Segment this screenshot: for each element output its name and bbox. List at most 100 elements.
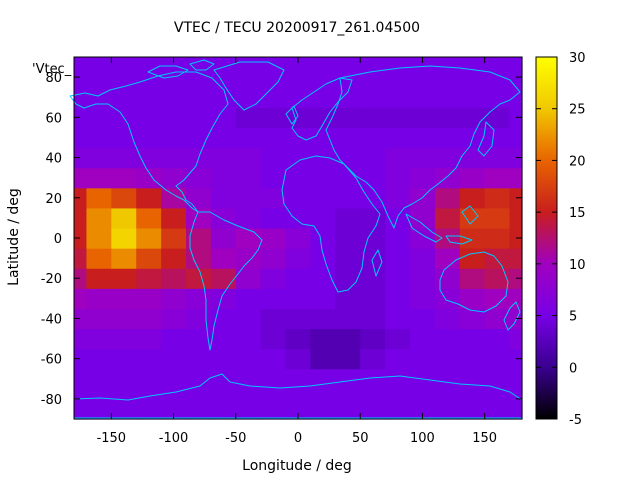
- heatmap-cell: [186, 207, 212, 229]
- heatmap-cell: [86, 167, 112, 189]
- heatmap-cell: [459, 308, 486, 330]
- heatmap-cell: [285, 107, 312, 128]
- heatmap-cell: [161, 388, 187, 410]
- heatmap-cell: [459, 368, 486, 390]
- heatmap-cell: [410, 348, 436, 370]
- heatmap-cell: [360, 348, 386, 370]
- heatmap-cell: [434, 408, 461, 420]
- heatmap-cell: [335, 107, 361, 128]
- heatmap-cell: [285, 248, 312, 269]
- heatmap-cell: [210, 187, 237, 209]
- heatmap-cell: [385, 87, 411, 108]
- heatmap-cell: [434, 167, 461, 189]
- heatmap-cell: [434, 328, 461, 350]
- heatmap-cell: [434, 187, 461, 209]
- heatmap-cell: [459, 408, 486, 420]
- heatmap-cell: [260, 328, 287, 350]
- heatmap-cell: [260, 288, 287, 309]
- heatmap-cell: [186, 408, 212, 420]
- heatmap-cell: [210, 348, 237, 370]
- heatmap-cell: [136, 308, 162, 330]
- heatmap-cell: [161, 348, 187, 370]
- coastline-antarctica: [73, 373, 523, 419]
- heatmap-cell: [410, 127, 436, 149]
- heatmap-cell: [310, 187, 336, 209]
- heatmap-cell: [111, 227, 137, 249]
- heatmap-cell: [459, 348, 486, 370]
- heatmap-cell: [310, 127, 336, 149]
- heatmap-cell: [285, 127, 312, 149]
- x-tick-label: -100: [159, 431, 189, 446]
- heatmap-cell: [459, 268, 486, 289]
- heatmap-cell: [86, 348, 112, 370]
- heatmap-cell: [86, 147, 112, 169]
- heatmap-cell: [86, 187, 112, 209]
- heatmap-cell: [509, 127, 523, 149]
- heatmap-cell: [260, 167, 287, 189]
- heatmap-cell: [310, 67, 336, 88]
- heatmap-cell: [484, 107, 511, 128]
- heatmap-cell: [161, 308, 187, 330]
- heatmap-cell: [235, 408, 262, 420]
- heatmap-cell: [235, 288, 262, 309]
- heatmap-cell: [210, 408, 237, 420]
- y-tick-label: 40: [45, 152, 62, 167]
- x-tick-label: -50: [225, 431, 246, 446]
- heatmap-cell: [484, 308, 511, 330]
- heatmap-cell: [285, 368, 312, 390]
- heatmap-cell: [260, 207, 287, 229]
- heatmap-cell: [335, 57, 361, 68]
- heatmap-cell: [74, 87, 88, 108]
- heatmap-cell: [74, 227, 88, 249]
- heatmap-cell: [235, 147, 262, 169]
- heatmap-cell: [161, 107, 187, 128]
- heatmap-cell: [434, 268, 461, 289]
- colorbar-tick-label: 15: [569, 206, 586, 221]
- heatmap-cell: [459, 57, 486, 68]
- coastline-arctic-islands: [147, 59, 215, 79]
- heatmap-cell: [360, 308, 386, 330]
- heatmap-cell: [434, 87, 461, 108]
- heatmap-cell: [260, 348, 287, 370]
- colorbar-tick-label: 10: [569, 258, 586, 273]
- heatmap-cell: [161, 288, 187, 309]
- heatmap-cell: [74, 248, 88, 269]
- heatmap-cell: [285, 348, 312, 370]
- heatmap-cell: [459, 107, 486, 128]
- heatmap-cell: [285, 288, 312, 309]
- colorbar-tick-label: 0: [569, 361, 577, 376]
- heatmap-cell: [235, 127, 262, 149]
- heatmap-cell: [385, 227, 411, 249]
- heatmap-cell: [310, 268, 336, 289]
- heatmap-cell: [484, 388, 511, 410]
- heatmap-cell: [161, 248, 187, 269]
- heatmap-cell: [260, 187, 287, 209]
- colorbar-tick-label: 25: [569, 103, 586, 118]
- heatmap-cell: [111, 147, 137, 169]
- heatmap-cell: [285, 268, 312, 289]
- heatmap-cell: [459, 67, 486, 88]
- heatmap-cell: [459, 147, 486, 169]
- heatmap-cell: [410, 147, 436, 169]
- heatmap-cell: [459, 248, 486, 269]
- heatmap-cell: [410, 227, 436, 249]
- heatmap-cell: [260, 127, 287, 149]
- heatmap-cell: [335, 308, 361, 330]
- heatmap-cell: [86, 67, 112, 88]
- heatmap-cell: [385, 308, 411, 330]
- heatmap-cell: [360, 127, 386, 149]
- heatmap-cell: [210, 57, 237, 68]
- heatmap-cell: [136, 187, 162, 209]
- heatmap-cell: [111, 328, 137, 350]
- heatmap-cell: [459, 167, 486, 189]
- heatmap-cell: [210, 107, 237, 128]
- heatmap-cell: [186, 107, 212, 128]
- heatmap-cell: [186, 248, 212, 269]
- y-axis-ticks: -80 -60 -40 -20 0 20 40 60 80: [41, 71, 522, 408]
- heatmap-cell: [136, 268, 162, 289]
- heatmap-cell: [260, 248, 287, 269]
- heatmap-cell: [210, 227, 237, 249]
- heatmap-cell: [111, 167, 137, 189]
- heatmap-cell: [484, 328, 511, 350]
- heatmap-cell: [434, 368, 461, 390]
